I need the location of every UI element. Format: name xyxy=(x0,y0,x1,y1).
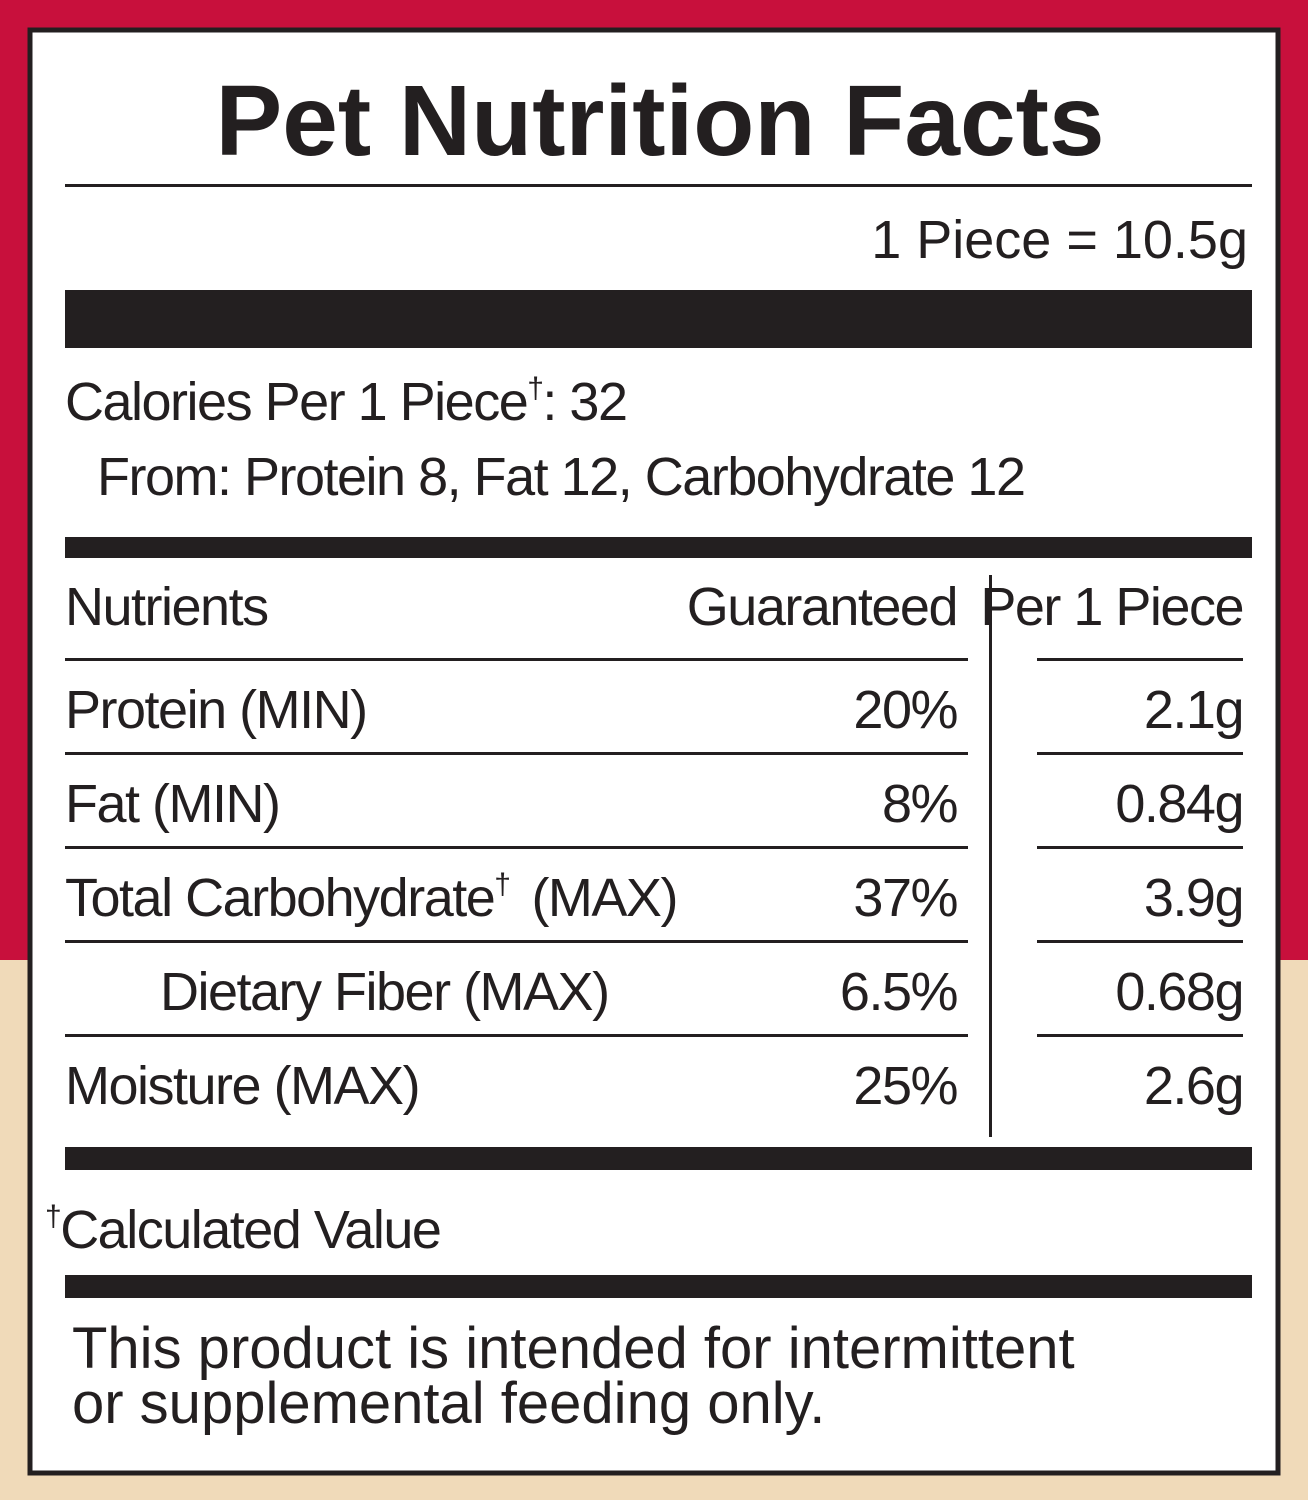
row-name: Dietary Fiber (MAX) xyxy=(160,962,609,1022)
title: Pet Nutrition Facts xyxy=(216,65,1105,177)
calories-from: From: Protein 8, Fat 12, Carbohydrate 12 xyxy=(97,447,1024,507)
row-rule xyxy=(1037,940,1243,943)
row-guaranteed: 8% xyxy=(882,774,958,834)
row-guaranteed: 6.5% xyxy=(840,962,958,1022)
serving: 1 Piece = 10.5g xyxy=(871,210,1248,270)
row-rule xyxy=(1037,752,1243,755)
disclaimer-line: or supplemental feeding only. xyxy=(72,1371,825,1436)
row-rule xyxy=(65,752,968,755)
column-divider xyxy=(989,575,992,1137)
row-rule xyxy=(65,1034,968,1037)
bar xyxy=(65,537,1252,558)
row-name: Moisture (MAX) xyxy=(65,1056,419,1116)
row-rule xyxy=(1037,846,1243,849)
row-rule xyxy=(65,846,968,849)
header-per-piece: Per 1 Piece xyxy=(980,577,1243,637)
rows: Protein (MIN) 20% 2.1g Fat (MIN) 8% 0.84g Tota… xyxy=(65,658,1245,1116)
row-name: Protein (MIN) xyxy=(65,680,367,740)
row-per-piece: 0.84g xyxy=(1115,774,1243,834)
row-name: Total Carbohydrate† (MAX) xyxy=(65,868,677,928)
row-per-piece: 2.6g xyxy=(1144,1056,1243,1116)
header-nutrients: Nutrients xyxy=(65,577,268,637)
row-rule xyxy=(65,940,968,943)
row-name: Fat (MIN) xyxy=(65,774,279,834)
row-rule xyxy=(1037,1034,1243,1037)
row-guaranteed: 20% xyxy=(853,680,957,740)
row-rule xyxy=(1037,658,1243,661)
row-per-piece: 2.1g xyxy=(1144,680,1243,740)
footnote: †Calculated Value xyxy=(45,1200,440,1260)
row-guaranteed: 37% xyxy=(853,868,957,928)
row-per-piece: 0.68g xyxy=(1115,962,1243,1022)
rule xyxy=(65,184,1252,187)
header-guaranteed: Guaranteed xyxy=(687,577,957,637)
row-per-piece: 3.9g xyxy=(1144,868,1243,928)
row-guaranteed: 25% xyxy=(853,1056,957,1116)
calories: Calories Per 1 Piece†: 32 xyxy=(65,372,627,432)
bar xyxy=(65,1147,1252,1170)
bar xyxy=(65,1275,1252,1298)
row-rule xyxy=(65,658,968,661)
thick-bar xyxy=(65,290,1252,348)
label-panel xyxy=(27,27,1281,1476)
disclaimer-line: This product is intended for intermitten… xyxy=(72,1316,1075,1381)
